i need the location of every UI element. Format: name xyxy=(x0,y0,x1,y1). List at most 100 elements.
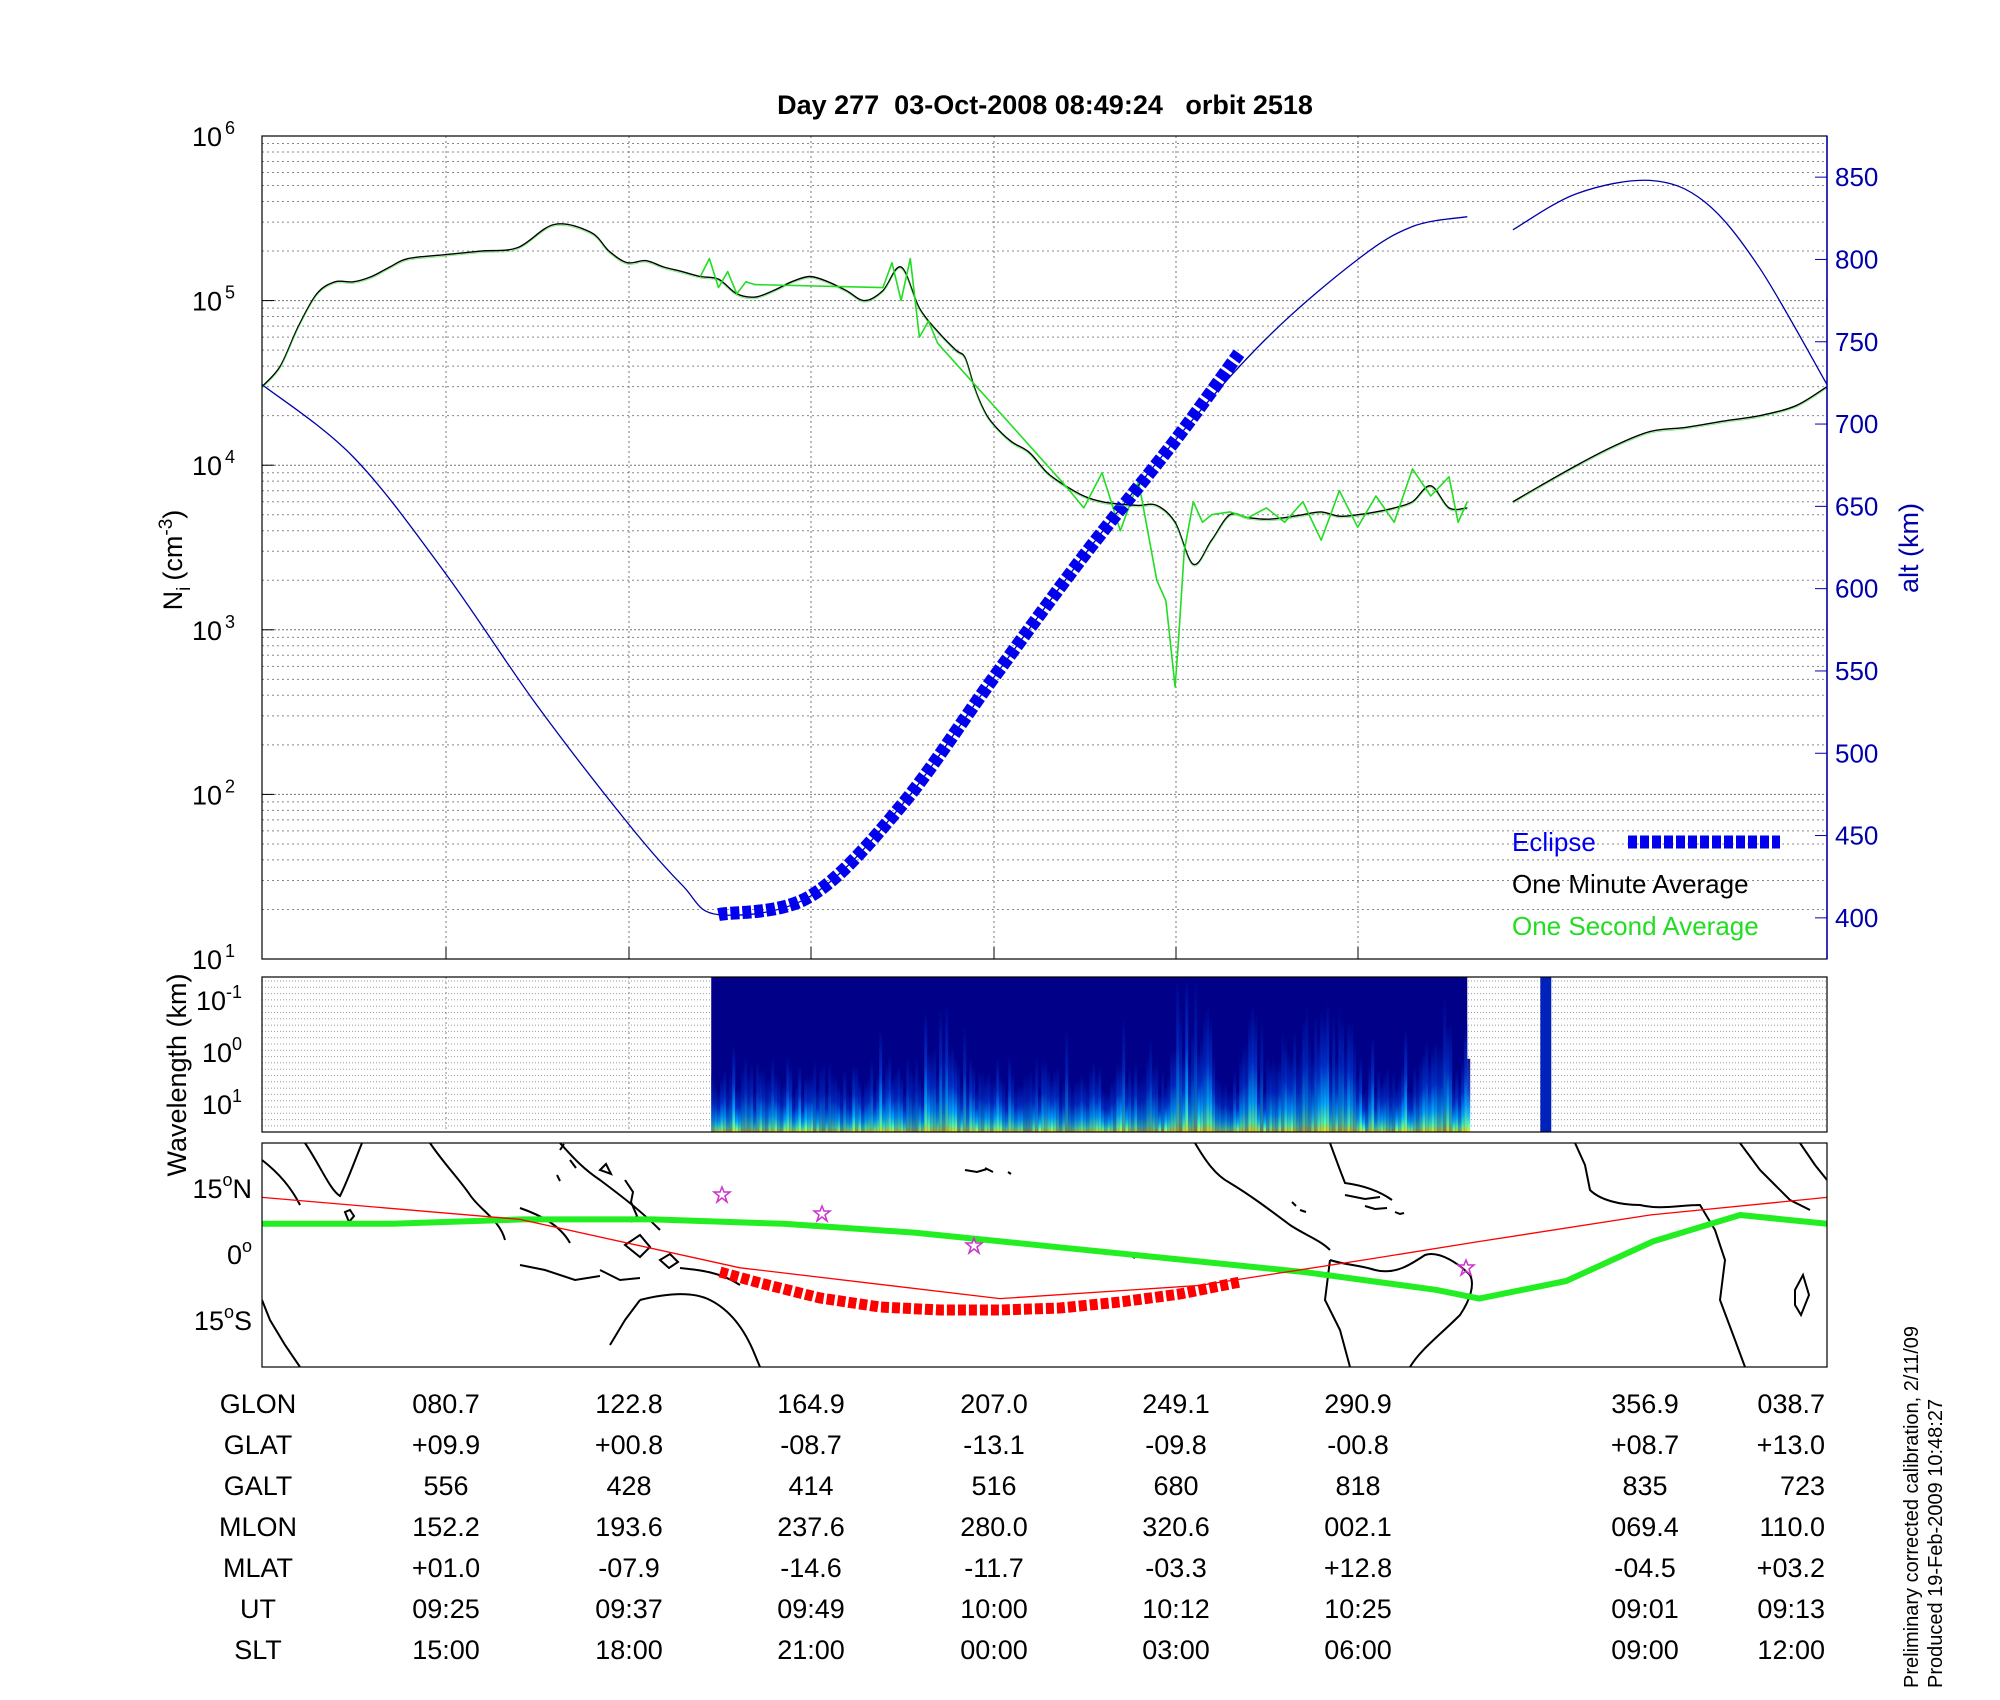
spectrogram-column xyxy=(1035,1056,1039,1132)
spectrogram-column xyxy=(1269,1062,1273,1132)
main-grid xyxy=(262,136,1827,960)
table-cell: 110.0 xyxy=(1759,1512,1825,1542)
coast-arabia xyxy=(1739,1143,1827,1211)
latitude-tick-label: 15oS xyxy=(194,1302,252,1336)
spectrogram-column xyxy=(1146,1055,1150,1132)
density-label-unit-exp: -3 xyxy=(156,519,177,536)
spectrogram-column xyxy=(1455,1069,1459,1132)
spectrogram-column xyxy=(1188,1059,1192,1132)
spectrogram-column xyxy=(1236,1090,1240,1132)
spectrogram-column xyxy=(1377,1069,1381,1132)
spectrogram-column xyxy=(1125,1081,1129,1132)
spectrogram-frame xyxy=(261,976,1828,1133)
spectrogram-column xyxy=(1161,1067,1165,1132)
spectrogram-extra-band xyxy=(1540,977,1552,1132)
density-axis-label: Ni (cm-3) xyxy=(156,510,195,611)
spectrogram-column xyxy=(1362,1091,1366,1132)
table-cell: -03.3 xyxy=(1145,1553,1207,1583)
spectrogram-column xyxy=(1428,1059,1432,1132)
spectrogram-column xyxy=(1062,1083,1066,1132)
table-cell: 09:13 xyxy=(1757,1594,1825,1624)
chart-title: Day 277 03-Oct-2008 08:49:24 orbit 2518 xyxy=(777,90,1313,120)
table-cell: 152.2 xyxy=(412,1512,480,1542)
tick-exponent: 1 xyxy=(232,1086,242,1106)
spectrogram-column xyxy=(1245,1041,1249,1132)
density-label-unit: (cm xyxy=(158,536,188,581)
spectrogram-column xyxy=(771,1056,775,1132)
table-cell: 818 xyxy=(1335,1471,1380,1501)
spectrogram-column xyxy=(873,1088,877,1132)
spectrogram-column xyxy=(1164,1086,1168,1132)
spectrogram-column xyxy=(1407,1088,1411,1132)
spectrogram-column xyxy=(1017,1083,1021,1132)
spectrogram-column xyxy=(1260,1019,1264,1132)
coast-se-asia xyxy=(429,1143,661,1244)
spectrogram-column xyxy=(1119,1063,1123,1132)
spectrogram-column xyxy=(747,1072,751,1132)
spectrogram-column xyxy=(990,1078,994,1132)
latitude-direction: N xyxy=(233,1174,253,1204)
table-cell: +01.0 xyxy=(412,1553,480,1583)
tick-exponent: 1 xyxy=(225,941,235,961)
table-cell: -04.5 xyxy=(1614,1553,1676,1583)
spectrogram-column xyxy=(1011,1072,1015,1132)
spectrogram-column xyxy=(1305,1004,1309,1132)
spectrogram-column xyxy=(1044,1057,1048,1132)
spectrogram-column xyxy=(1206,1005,1210,1132)
spectrogram-column xyxy=(1281,1030,1285,1132)
spectrogram-column xyxy=(879,1028,883,1132)
star-marker xyxy=(1455,1257,1477,1278)
spectrogram-column xyxy=(1038,1093,1042,1132)
spectrogram-column xyxy=(975,1088,979,1132)
table-cell: 193.6 xyxy=(595,1512,663,1542)
spectrogram-column xyxy=(1446,1023,1450,1132)
spectrogram-column xyxy=(1374,1089,1378,1132)
coast-pacific-islands xyxy=(964,1167,1136,1259)
table-cell: 12:00 xyxy=(1757,1635,1825,1665)
spectrogram-column xyxy=(903,1091,907,1132)
magnetic-equator-line xyxy=(262,1212,1827,1302)
spectrogram-column xyxy=(984,1078,988,1132)
degree-symbol: o xyxy=(242,1236,252,1256)
coast-new-guinea xyxy=(679,1267,741,1286)
tick-base: 10 xyxy=(192,616,222,646)
coast-japan xyxy=(556,1143,577,1182)
spectrogram-column xyxy=(1254,1014,1258,1132)
spectrogram-column xyxy=(1434,1040,1438,1132)
degree-symbol: o xyxy=(224,1302,234,1322)
one-second-average-series xyxy=(1512,387,1827,504)
spectrogram-column xyxy=(882,1077,886,1132)
coast-australia xyxy=(609,1293,761,1367)
tick-exponent: 6 xyxy=(225,118,235,138)
table-cell: 723 xyxy=(1780,1471,1825,1501)
table-cell: 414 xyxy=(788,1471,833,1501)
density-tick-label: 10 1 xyxy=(192,941,235,975)
table-row-label: GALT xyxy=(224,1471,293,1501)
spectrogram-column xyxy=(744,1055,748,1132)
table-cell: 21:00 xyxy=(777,1635,845,1665)
spectrogram-column xyxy=(1338,1007,1342,1132)
tick-exponent: 2 xyxy=(225,776,235,796)
tick-exponent: -1 xyxy=(226,982,242,1002)
spectrogram-column xyxy=(915,1056,919,1132)
spectrogram-column xyxy=(828,1061,832,1132)
spectrogram-column xyxy=(1179,1007,1183,1132)
spectrogram-column xyxy=(906,1054,910,1132)
spectrogram-column xyxy=(1221,1086,1225,1132)
spectrogram-column xyxy=(1344,1045,1348,1132)
spectrogram-column xyxy=(1197,1048,1201,1132)
spectrogram-column xyxy=(945,1003,949,1132)
spectrogram-column xyxy=(1395,1085,1399,1132)
spectrogram-column xyxy=(837,1084,841,1132)
spectrogram-column xyxy=(1413,1065,1417,1132)
density-label-subscript: i xyxy=(174,587,195,591)
spectrogram-column xyxy=(741,1067,745,1132)
spectrogram-column xyxy=(921,1084,925,1132)
spectrogram-column xyxy=(1185,977,1189,1132)
spectrogram-column xyxy=(804,1076,808,1132)
spectrogram-column xyxy=(1008,1055,1012,1132)
spectrogram-column xyxy=(735,1088,739,1132)
spectrogram-column xyxy=(1224,1082,1228,1132)
